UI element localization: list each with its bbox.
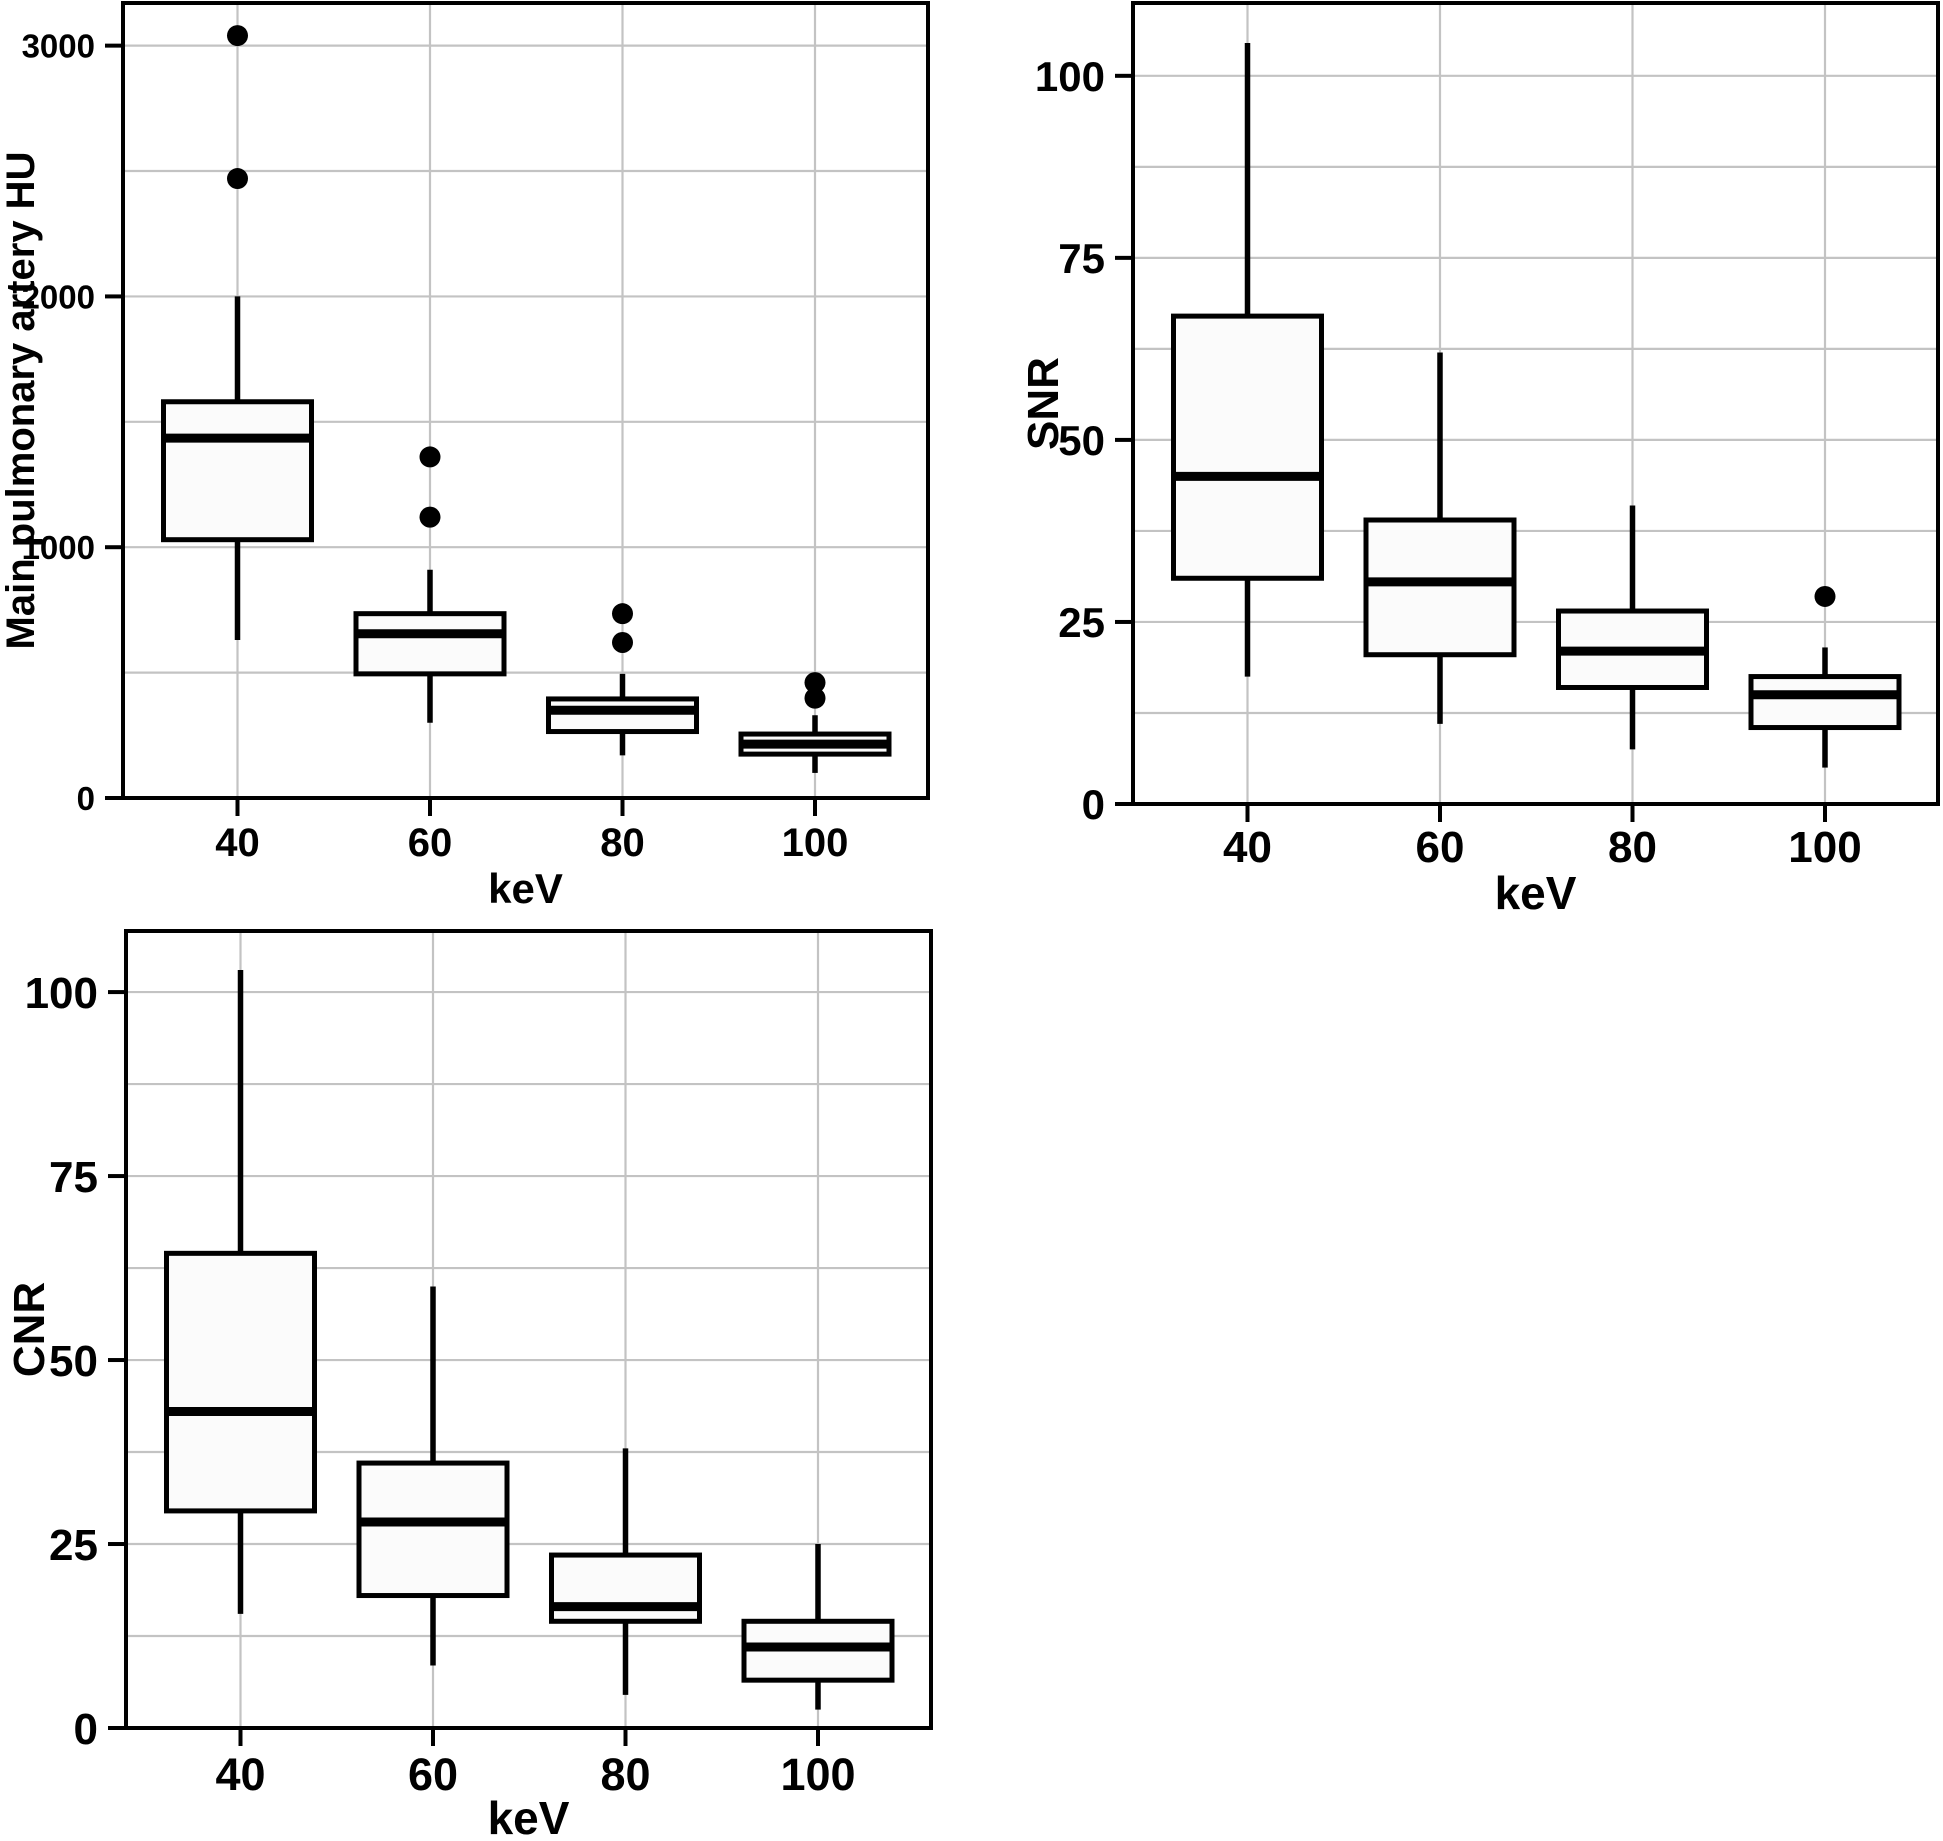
outlier-point — [1814, 585, 1836, 607]
y-tick-label: 1000 — [22, 529, 95, 566]
box-80kev — [546, 603, 699, 756]
y-tick-label: 75 — [1058, 235, 1105, 282]
outlier-point — [804, 687, 826, 709]
x-tick-label: 100 — [1788, 823, 1861, 872]
outlier-point — [804, 672, 826, 694]
x-tick-label: 40 — [215, 1749, 265, 1800]
y-axis-title: SNR — [1019, 357, 1068, 450]
panel-main-pulmonary-artery-hu: 0 1000 2000 3000 40 60 80 100 keV Main pulmonary … — [0, 1, 930, 912]
box-40kev — [161, 25, 314, 641]
box-60kev — [353, 446, 507, 723]
box-60kev — [1363, 352, 1517, 724]
y-tick-label: 0 — [77, 780, 95, 817]
y-tick-label: 75 — [49, 1153, 98, 1202]
box-80kev — [549, 1448, 702, 1695]
y-tick-label: 25 — [1058, 599, 1105, 646]
plot-border — [124, 929, 933, 1730]
x-tick-label: 60 — [1416, 823, 1465, 872]
y-tick-label: 0 — [1082, 781, 1105, 828]
box-80kev — [1556, 505, 1709, 750]
box-rect — [161, 399, 314, 543]
box-rect — [164, 1250, 317, 1514]
y-axis-title: Main pulmonary artery HU — [0, 152, 43, 650]
y-tick-label: 3000 — [22, 28, 95, 65]
y-tick-label: 100 — [1035, 53, 1105, 100]
y-tick-label: 50 — [1058, 417, 1105, 464]
y-axis-title: CNR — [5, 1282, 54, 1377]
box-100kev — [1748, 585, 1902, 768]
outlier-point — [612, 603, 633, 625]
outlier-point — [419, 506, 441, 528]
box-rect — [353, 611, 507, 677]
box-rect — [1748, 674, 1902, 731]
box-60kev — [356, 1286, 510, 1666]
box-100kev — [738, 672, 892, 773]
y-tick-label: 50 — [49, 1337, 98, 1386]
x-tick-label: 80 — [600, 821, 645, 865]
x-tick-label: 80 — [1608, 823, 1657, 872]
y-tick-label: 2000 — [22, 278, 95, 315]
outlier-point — [227, 25, 248, 47]
x-axis-title: keV — [488, 1792, 570, 1841]
box-rect — [546, 696, 699, 735]
x-tick-label: 100 — [780, 1749, 855, 1800]
panel-cnr: 0 25 50 75 100 40 60 80 100 keV CNR — [5, 929, 933, 1841]
box-rect — [356, 1460, 510, 1599]
x-axis-title: keV — [1495, 867, 1577, 919]
box-rect — [1171, 313, 1324, 581]
x-axis-title: keV — [488, 865, 563, 912]
outlier-point — [227, 168, 248, 190]
x-tick-label: 40 — [215, 821, 260, 865]
y-tick-label: 100 — [25, 969, 98, 1018]
box-100kev — [741, 1544, 895, 1710]
x-tick-label: 80 — [600, 1749, 650, 1800]
panel-snr: 0 25 50 75 100 40 60 80 100 keV SNR — [1019, 1, 1940, 919]
plot-border — [1131, 1, 1940, 806]
y-tick-label: 0 — [74, 1705, 98, 1754]
box-rect — [1363, 517, 1517, 658]
outlier-point — [419, 446, 441, 468]
box-40kev — [164, 970, 317, 1614]
x-tick-label: 60 — [408, 1749, 458, 1800]
y-tick-label: 25 — [49, 1521, 98, 1570]
x-tick-label: 40 — [1223, 823, 1272, 872]
plot-border — [121, 1, 930, 800]
outlier-point — [612, 632, 633, 654]
box-40kev — [1171, 43, 1324, 677]
box-rect — [549, 1552, 702, 1624]
x-tick-label: 100 — [782, 821, 849, 865]
x-tick-label: 60 — [408, 821, 453, 865]
